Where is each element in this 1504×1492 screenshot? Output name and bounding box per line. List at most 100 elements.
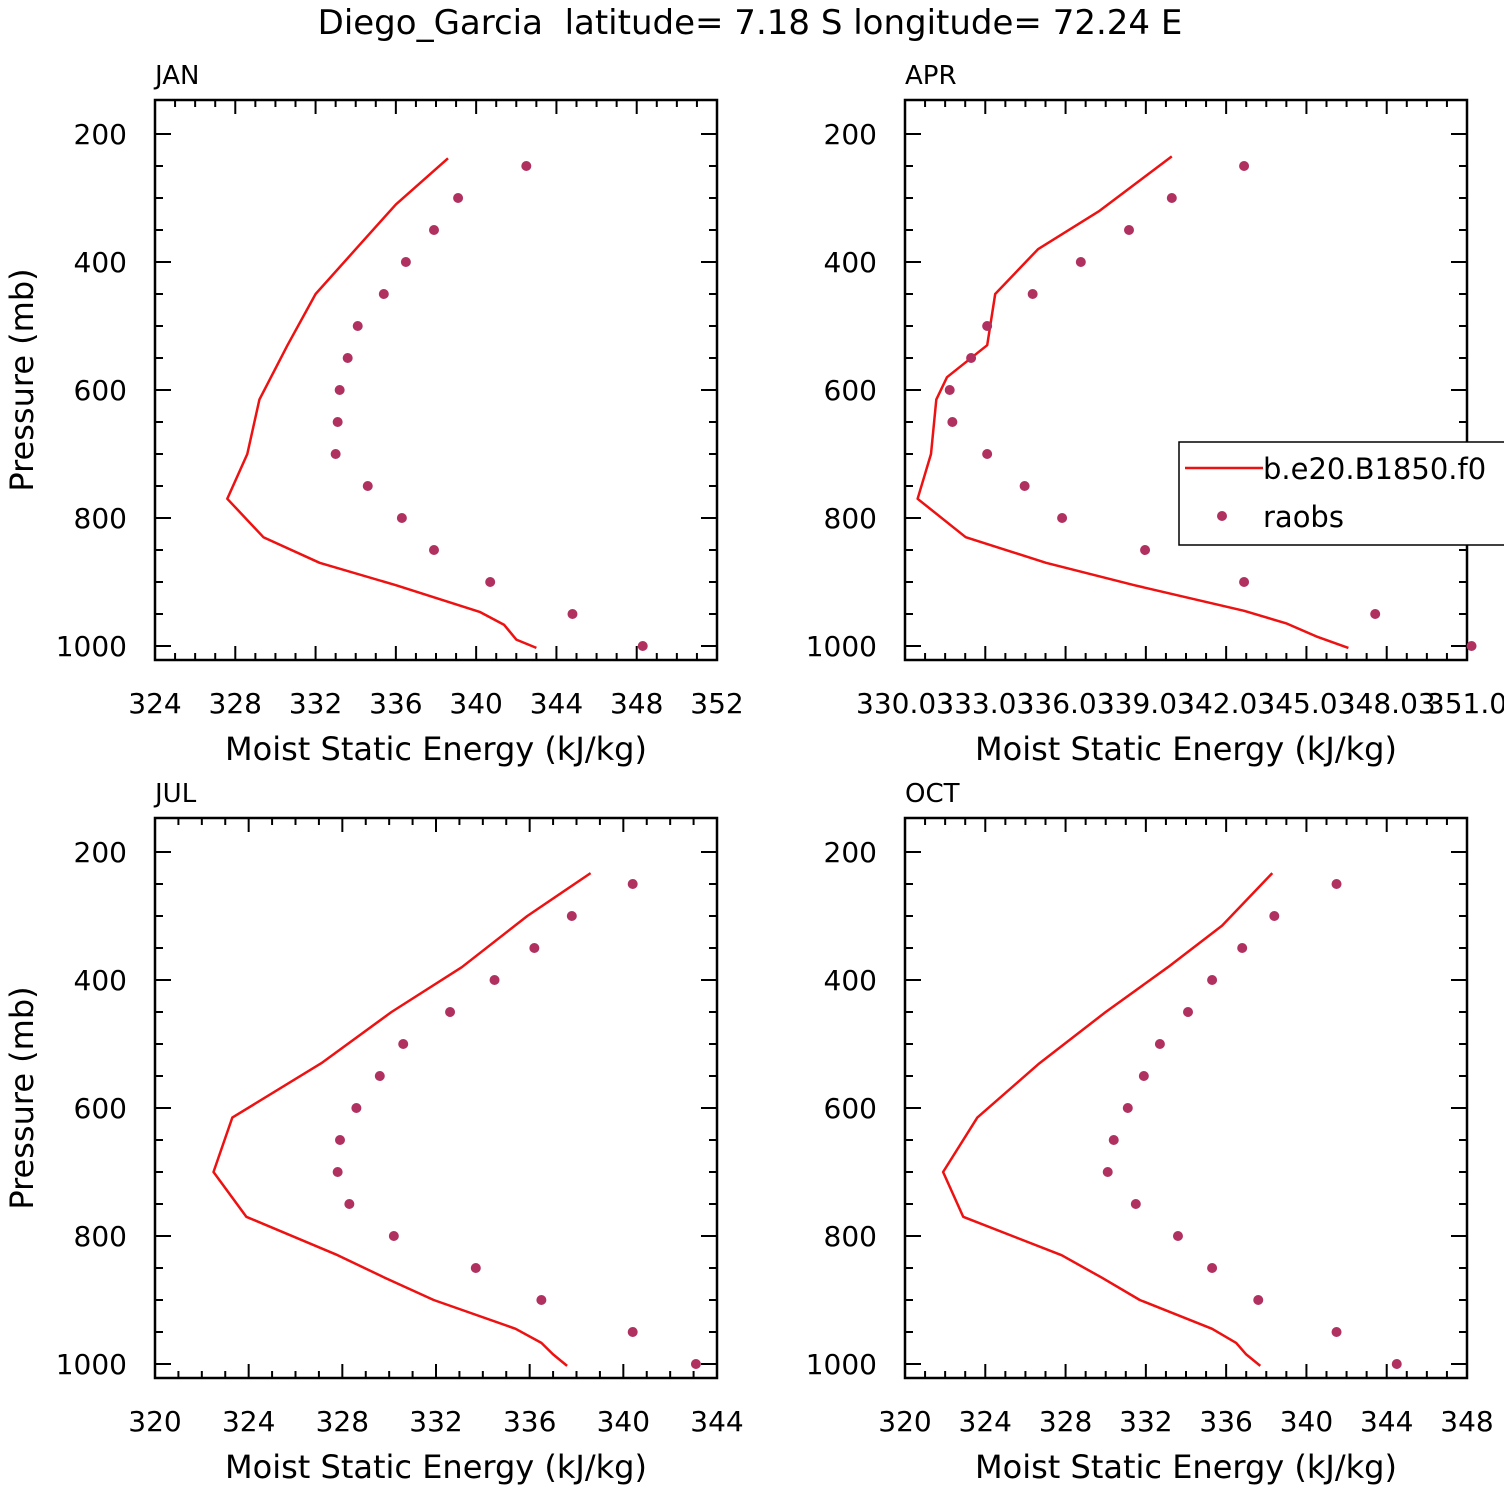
obs-point [536, 1295, 547, 1305]
obs-point [627, 879, 638, 889]
plot-frame [153, 816, 719, 1380]
y-tick-label: 800 [824, 502, 877, 535]
x-tick-label: 320 [128, 1405, 181, 1438]
obs-point [567, 609, 578, 619]
obs-point [342, 353, 353, 363]
x-axis-label: Moist Static Energy (kJ/kg) [975, 1448, 1397, 1486]
obs-point [982, 321, 993, 331]
x-tick-label: 324 [222, 1405, 275, 1438]
y-tick-label: 200 [74, 118, 127, 151]
x-tick-label: 324 [959, 1405, 1012, 1438]
obs-point [521, 161, 532, 171]
obs-point [428, 225, 439, 235]
obs-point [966, 353, 977, 363]
obs-point [1237, 943, 1248, 953]
obs-point [690, 1359, 701, 1369]
model-line [916, 155, 1349, 650]
y-tick-label: 800 [824, 1220, 877, 1253]
y-tick-label: 400 [824, 964, 877, 997]
obs-point [982, 449, 993, 459]
panel-label: OCT [905, 779, 960, 809]
obs-point [1207, 1263, 1218, 1273]
x-tick-label: 336 [369, 687, 422, 720]
plot-frame [153, 98, 719, 662]
obs-point [352, 321, 363, 331]
y-tick-label: 600 [74, 1092, 127, 1125]
x-tick-label: 348.03 [1338, 687, 1436, 720]
obs-point [1370, 609, 1381, 619]
y-tick-label: 1000 [56, 630, 127, 663]
legend-box [1178, 441, 1504, 546]
obs-point [1154, 1039, 1165, 1049]
x-tick-label: 333.03 [936, 687, 1034, 720]
obs-point [400, 257, 411, 267]
obs-point [1166, 193, 1177, 203]
obs-point [388, 1231, 399, 1241]
obs-point [1239, 161, 1250, 171]
panel-label: JUL [153, 779, 197, 809]
y-tick-label: 800 [74, 1220, 127, 1253]
obs-point [489, 975, 500, 985]
panel-jan: JAN 324 328 332 336 340 344 348 352 200 400 600 800 1… [3, 61, 744, 768]
obs-point [334, 1135, 345, 1145]
plot-frame [903, 98, 1469, 662]
x-tick-label: 324 [128, 687, 181, 720]
y-tick-label: 600 [824, 374, 877, 407]
obs-point [1130, 1199, 1141, 1209]
plot-frame [903, 816, 1469, 1380]
obs-point [1183, 1007, 1194, 1017]
model-line [941, 872, 1274, 1367]
x-axis-label: Moist Static Energy (kJ/kg) [225, 730, 647, 768]
obs-point [1122, 1103, 1133, 1113]
obs-point [1019, 481, 1030, 491]
model-line [212, 872, 592, 1367]
x-tick-label: 340 [449, 687, 502, 720]
y-tick-label: 1000 [56, 1348, 127, 1381]
obs-point [445, 1007, 456, 1017]
obs-point [637, 641, 648, 651]
obs-point [396, 513, 407, 523]
x-tick-label: 352 [690, 687, 743, 720]
x-tick-label: 336 [503, 1405, 556, 1438]
obs-point [529, 943, 540, 953]
obs-point [351, 1103, 362, 1113]
legend-obs-label: raobs [1263, 500, 1344, 534]
model-line [226, 157, 537, 650]
x-tick-label: 348 [1440, 1405, 1493, 1438]
obs-point [398, 1039, 409, 1049]
obs-point [1108, 1135, 1119, 1145]
obs-point [1138, 1071, 1149, 1081]
obs-point [1123, 225, 1134, 235]
obs-point [453, 193, 464, 203]
obs-point [1172, 1231, 1183, 1241]
x-tick-label: 332 [1119, 1405, 1172, 1438]
x-tick-label: 328 [209, 687, 262, 720]
x-tick-label: 345.03 [1257, 687, 1355, 720]
panel-label: APR [905, 61, 957, 91]
obs-point [1239, 577, 1250, 587]
x-tick-label: 344 [530, 687, 583, 720]
obs-point [947, 417, 958, 427]
obs-point [344, 1199, 355, 1209]
obs-point [566, 911, 577, 921]
x-tick-label: 342.03 [1177, 687, 1275, 720]
y-tick-label: 1000 [806, 1348, 877, 1381]
y-tick-label: 600 [824, 1092, 877, 1125]
obs-point [1253, 1295, 1264, 1305]
obs-point [332, 1167, 343, 1177]
obs-point [1269, 911, 1280, 921]
obs-point [428, 545, 439, 555]
x-axis-label: Moist Static Energy (kJ/kg) [975, 730, 1397, 768]
obs-point [1057, 513, 1068, 523]
x-tick-label: 340 [1280, 1405, 1333, 1438]
y-tick-label: 200 [824, 118, 877, 151]
obs-point [1140, 545, 1151, 555]
obs-point [374, 1071, 385, 1081]
x-tick-label: 344 [1360, 1405, 1413, 1438]
y-axis-label: Pressure (mb) [3, 268, 41, 491]
panel-apr: APR330.03333.03336.03339.03342.03345.033… [806, 61, 1504, 768]
y-axis-label: Pressure (mb) [3, 986, 41, 1209]
obs-point [485, 577, 496, 587]
obs-point [627, 1327, 638, 1337]
